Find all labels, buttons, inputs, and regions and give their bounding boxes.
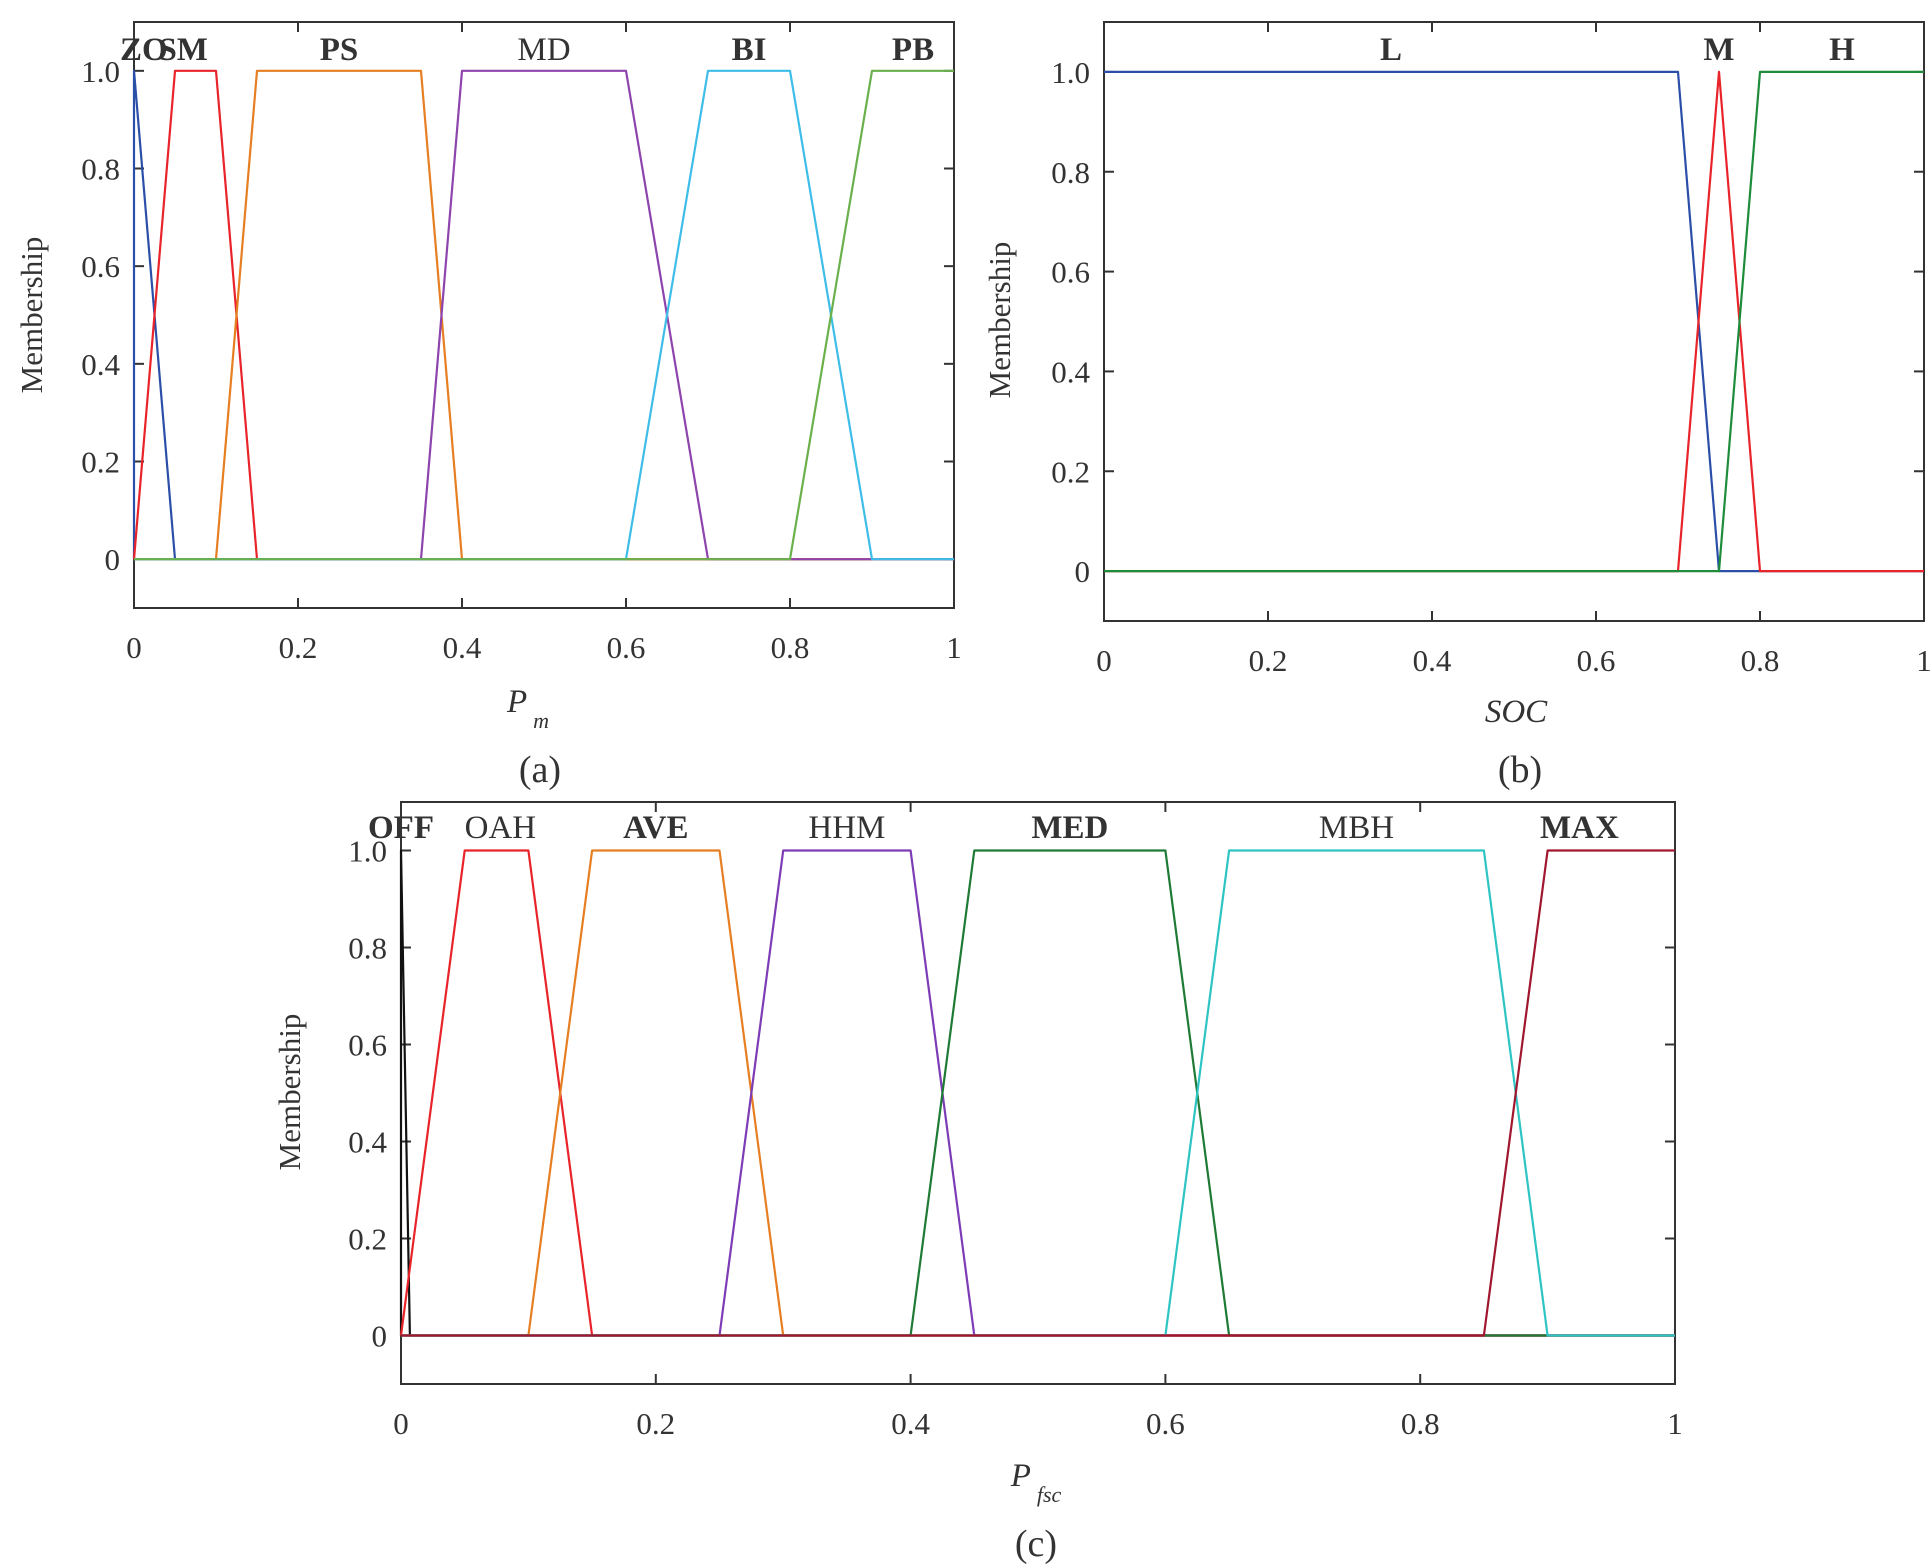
x-tick-label-2-5: 1: [1667, 1406, 1683, 1441]
series-line-med: [401, 849, 1675, 1337]
y-tick-label-0-2: 0.4: [81, 347, 120, 382]
series-line-max: [401, 849, 1675, 1337]
y-tick-label-0-4: 0.8: [81, 152, 120, 187]
series-line-l: [1104, 70, 1924, 573]
mf-label-m: M: [1703, 32, 1734, 68]
x-tick-label-0-3: 0.6: [607, 630, 646, 665]
y-tick-label-1-3: 0.6: [1051, 255, 1090, 290]
series-line-pb: [134, 69, 954, 561]
mf-label-mbh: MBH: [1319, 810, 1394, 846]
series-line-mbh: [401, 849, 1675, 1337]
mf-label-bi: BI: [732, 32, 767, 68]
mf-label-ave: AVE: [623, 810, 688, 846]
y-axis-label-1: Membership: [982, 242, 1017, 399]
series-line-ave: [401, 849, 1675, 1337]
x-tick-label-1-4: 0.8: [1741, 643, 1780, 678]
mf-label-h: H: [1829, 32, 1855, 68]
plot-frame-2: [400, 801, 1676, 1385]
mf-label-md: MD: [517, 32, 570, 68]
mf-label-sm: SM: [158, 32, 208, 68]
mf-label-hhm: HHM: [808, 810, 885, 846]
x-tick-label-0-5: 1: [946, 630, 962, 665]
panel-caption-2: (c): [1015, 1523, 1057, 1565]
y-axis-label-2: Membership: [272, 1014, 307, 1171]
series-line-off: [399, 849, 1675, 1337]
y-tick-label-0-1: 0.2: [81, 445, 120, 480]
x-tick-label-2-3: 0.6: [1146, 1406, 1185, 1441]
y-tick-label-0-3: 0.6: [81, 249, 120, 284]
y-tick-label-0-0: 0: [105, 542, 121, 577]
x-axis-label-1: SOC: [1485, 694, 1548, 730]
x-axis-label-2: Pfsc: [1010, 1458, 1062, 1507]
y-tick-label-2-0: 0: [372, 1319, 388, 1354]
series-line-oah: [399, 849, 1675, 1337]
y-tick-label-1-4: 0.8: [1051, 155, 1090, 190]
y-tick-label-0-5: 1.0: [81, 54, 120, 89]
y-tick-label-1-0: 0: [1075, 554, 1091, 589]
series-line-hhm: [401, 849, 1675, 1337]
series-line-m: [1104, 70, 1924, 573]
x-tick-label-0-2: 0.4: [443, 630, 482, 665]
mf-label-l: L: [1380, 32, 1402, 68]
panel-caption-1: (b): [1498, 749, 1542, 791]
x-tick-label-0-1: 0.2: [279, 630, 318, 665]
y-tick-label-1-2: 0.4: [1051, 354, 1090, 389]
x-tick-label-1-0: 0: [1096, 643, 1112, 678]
x-tick-label-2-4: 0.8: [1401, 1406, 1440, 1441]
mf-label-ps: PS: [320, 32, 359, 68]
y-tick-label-1-1: 0.2: [1051, 454, 1090, 489]
mf-label-max: MAX: [1540, 810, 1619, 846]
y-tick-label-2-4: 0.8: [348, 931, 387, 966]
panel-caption-0: (a): [519, 749, 561, 791]
y-tick-label-2-5: 1.0: [348, 834, 387, 869]
x-axis-label-0: Pm: [506, 684, 549, 733]
y-tick-label-1-5: 1.0: [1051, 55, 1090, 90]
x-tick-label-1-5: 1: [1916, 643, 1930, 678]
y-tick-label-2-2: 0.4: [348, 1125, 387, 1160]
series-line-h: [1104, 70, 1924, 573]
x-tick-label-0-4: 0.8: [771, 630, 810, 665]
y-tick-label-2-1: 0.2: [348, 1222, 387, 1257]
y-tick-label-2-3: 0.6: [348, 1028, 387, 1063]
x-tick-label-1-2: 0.4: [1413, 643, 1452, 678]
x-tick-label-0-0: 0: [126, 630, 142, 665]
mf-label-oah: OAH: [465, 810, 537, 846]
y-axis-label-0: Membership: [14, 237, 49, 394]
x-tick-label-1-1: 0.2: [1249, 643, 1288, 678]
mf-label-pb: PB: [892, 32, 934, 68]
x-tick-label-2-0: 0: [393, 1406, 409, 1441]
mf-label-zo: ZO: [120, 32, 168, 68]
plot-frame-1: [1103, 21, 1925, 622]
mf-label-med: MED: [1031, 810, 1108, 846]
x-tick-label-2-2: 0.4: [891, 1406, 930, 1441]
x-tick-label-1-3: 0.6: [1577, 643, 1616, 678]
mf-label-off: OFF: [368, 810, 434, 846]
x-tick-label-2-1: 0.2: [636, 1406, 675, 1441]
